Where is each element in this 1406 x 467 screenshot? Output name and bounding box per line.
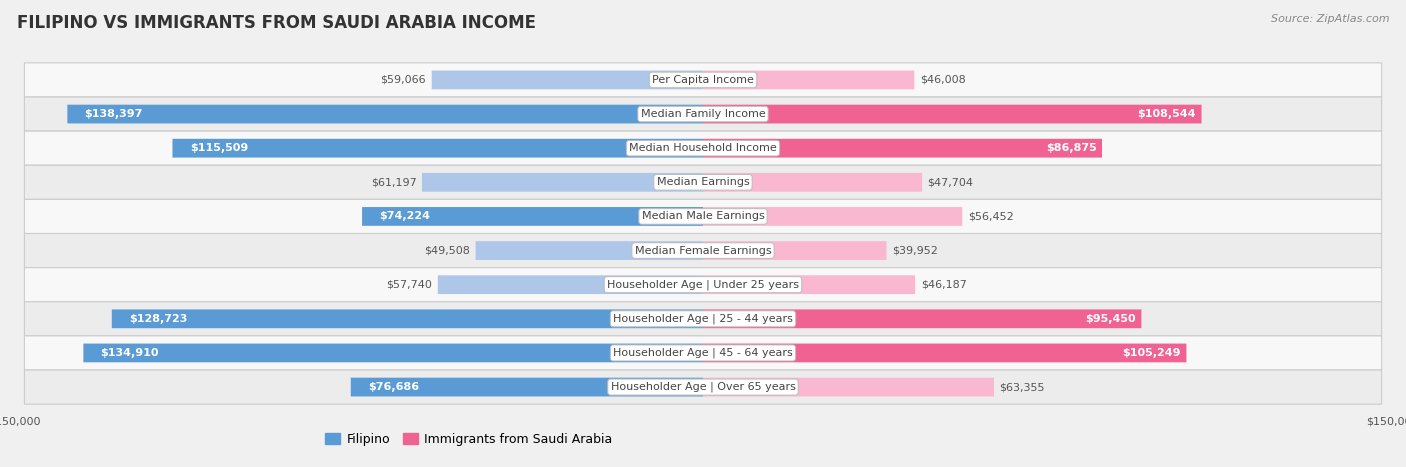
- FancyBboxPatch shape: [24, 370, 1382, 404]
- FancyBboxPatch shape: [475, 241, 703, 260]
- FancyBboxPatch shape: [24, 302, 1382, 336]
- Text: FILIPINO VS IMMIGRANTS FROM SAUDI ARABIA INCOME: FILIPINO VS IMMIGRANTS FROM SAUDI ARABIA…: [17, 14, 536, 32]
- Text: $59,066: $59,066: [381, 75, 426, 85]
- FancyBboxPatch shape: [703, 207, 962, 226]
- FancyBboxPatch shape: [703, 139, 1102, 157]
- Text: $128,723: $128,723: [129, 314, 187, 324]
- FancyBboxPatch shape: [112, 310, 703, 328]
- Text: Per Capita Income: Per Capita Income: [652, 75, 754, 85]
- Text: $57,740: $57,740: [387, 280, 432, 290]
- Text: $49,508: $49,508: [425, 246, 470, 255]
- Text: Householder Age | Under 25 years: Householder Age | Under 25 years: [607, 279, 799, 290]
- FancyBboxPatch shape: [24, 199, 1382, 234]
- FancyBboxPatch shape: [703, 105, 1202, 123]
- Text: $105,249: $105,249: [1122, 348, 1181, 358]
- Text: Median Female Earnings: Median Female Earnings: [634, 246, 772, 255]
- FancyBboxPatch shape: [703, 378, 994, 396]
- Text: $95,450: $95,450: [1085, 314, 1136, 324]
- Text: $61,197: $61,197: [371, 177, 416, 187]
- Text: Source: ZipAtlas.com: Source: ZipAtlas.com: [1271, 14, 1389, 24]
- FancyBboxPatch shape: [432, 71, 703, 89]
- FancyBboxPatch shape: [703, 71, 914, 89]
- Text: $134,910: $134,910: [101, 348, 159, 358]
- FancyBboxPatch shape: [703, 344, 1187, 362]
- Text: $63,355: $63,355: [1000, 382, 1045, 392]
- Text: $39,952: $39,952: [891, 246, 938, 255]
- Text: Median Earnings: Median Earnings: [657, 177, 749, 187]
- Text: Householder Age | 45 - 64 years: Householder Age | 45 - 64 years: [613, 348, 793, 358]
- FancyBboxPatch shape: [24, 165, 1382, 199]
- Text: Householder Age | 25 - 44 years: Householder Age | 25 - 44 years: [613, 313, 793, 324]
- FancyBboxPatch shape: [83, 344, 703, 362]
- Text: $46,008: $46,008: [920, 75, 966, 85]
- Text: $138,397: $138,397: [84, 109, 143, 119]
- FancyBboxPatch shape: [24, 63, 1382, 97]
- FancyBboxPatch shape: [24, 336, 1382, 370]
- FancyBboxPatch shape: [24, 131, 1382, 165]
- FancyBboxPatch shape: [350, 378, 703, 396]
- Text: Median Household Income: Median Household Income: [628, 143, 778, 153]
- FancyBboxPatch shape: [422, 173, 703, 191]
- Text: $74,224: $74,224: [380, 212, 430, 221]
- Text: $47,704: $47,704: [928, 177, 973, 187]
- FancyBboxPatch shape: [67, 105, 703, 123]
- FancyBboxPatch shape: [173, 139, 703, 157]
- Text: $56,452: $56,452: [967, 212, 1014, 221]
- Text: $46,187: $46,187: [921, 280, 966, 290]
- FancyBboxPatch shape: [703, 276, 915, 294]
- Text: $76,686: $76,686: [368, 382, 419, 392]
- FancyBboxPatch shape: [703, 310, 1142, 328]
- Text: $115,509: $115,509: [190, 143, 247, 153]
- FancyBboxPatch shape: [24, 97, 1382, 131]
- Text: $108,544: $108,544: [1137, 109, 1197, 119]
- FancyBboxPatch shape: [703, 241, 887, 260]
- Text: $86,875: $86,875: [1046, 143, 1097, 153]
- FancyBboxPatch shape: [703, 173, 922, 191]
- Text: Median Family Income: Median Family Income: [641, 109, 765, 119]
- Text: Householder Age | Over 65 years: Householder Age | Over 65 years: [610, 382, 796, 392]
- FancyBboxPatch shape: [437, 276, 703, 294]
- Text: Median Male Earnings: Median Male Earnings: [641, 212, 765, 221]
- Legend: Filipino, Immigrants from Saudi Arabia: Filipino, Immigrants from Saudi Arabia: [321, 428, 617, 451]
- FancyBboxPatch shape: [24, 268, 1382, 302]
- FancyBboxPatch shape: [24, 234, 1382, 268]
- FancyBboxPatch shape: [363, 207, 703, 226]
